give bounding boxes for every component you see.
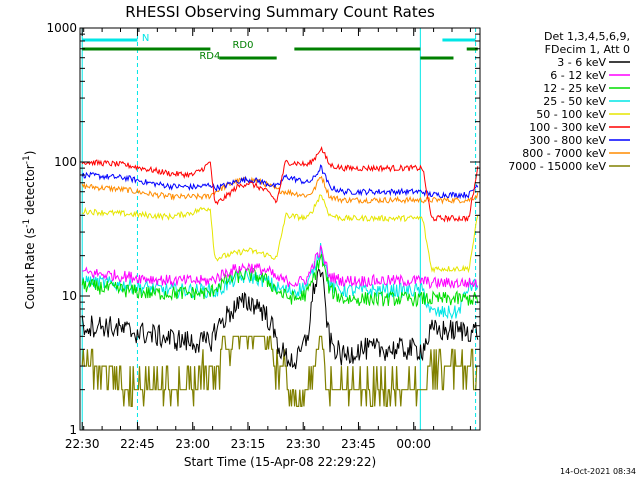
- chart-title: RHESSI Observing Summary Count Rates: [125, 3, 435, 21]
- legend-header-line-1: Det 1,3,4,5,6,9,: [544, 30, 630, 43]
- x-axis-title: Start Time (15-Apr-08 22:29:22): [184, 455, 376, 469]
- legend-label: 6 - 12 keV: [550, 69, 606, 82]
- series-line: [81, 164, 479, 200]
- series-line: [81, 335, 478, 407]
- legend-label: 25 - 50 keV: [543, 95, 606, 108]
- legend-label: 300 - 800 keV: [529, 134, 606, 147]
- data-layer: [81, 28, 479, 430]
- series-line: [81, 268, 479, 370]
- series-line: [81, 175, 479, 205]
- y-axis-title-main: Count Rate (s: [23, 228, 37, 310]
- legend-label: 800 - 7000 keV: [522, 147, 606, 160]
- y-tick-label: 1: [69, 423, 77, 437]
- marker-label: RD0: [232, 40, 253, 51]
- y-axis-title-mid: detector: [23, 164, 37, 219]
- x-tick-label: 23:45: [341, 437, 376, 451]
- legend-label: 3 - 6 keV: [557, 56, 606, 69]
- y-tick-label: 1000: [46, 21, 77, 35]
- legend-label: 100 - 300 keV: [529, 121, 606, 134]
- series-line: [81, 194, 479, 274]
- plot-frame: [79, 27, 481, 431]
- series-line: [81, 242, 479, 320]
- x-tick-label: 00:00: [396, 437, 431, 451]
- x-tick-label: 22:30: [65, 437, 100, 451]
- y-axis-title-sup1: -1: [22, 219, 32, 228]
- marker-layer: N RD0 RD4: [82, 33, 478, 62]
- series-line: [81, 253, 479, 308]
- legend-label: 50 - 100 keV: [536, 108, 606, 121]
- marker-label: N: [142, 33, 149, 44]
- legend-label: 12 - 25 keV: [543, 82, 606, 95]
- y-tick-label: 10: [62, 289, 77, 303]
- legend-header-line-2: FDecim 1, Att 0: [545, 43, 630, 56]
- y-axis-title-sup2: -1: [22, 155, 32, 164]
- timestamp-label: 14-Oct-2021 08:34: [560, 467, 636, 476]
- x-tick-label: 23:15: [231, 437, 266, 451]
- axis-layer: 22:30 22:45 23:00 23:15 23:30 23:45 00:00 1 10 10…: [46, 21, 481, 451]
- legend-label: 7000 - 15000 keV: [508, 160, 606, 173]
- marker-label: RD4: [199, 51, 220, 62]
- x-tick-label: 23:00: [175, 437, 210, 451]
- y-axis-title: Count Rate (s-1 detector-1): [22, 151, 37, 310]
- x-tick-label: 22:45: [120, 437, 155, 451]
- series-line: [81, 145, 479, 223]
- series-line: [82, 245, 478, 290]
- svg-text:Count Rate (s-1 detector-1): Count Rate (s-1 detector-1): [22, 151, 37, 310]
- x-tick-label: 23:30: [286, 437, 321, 451]
- y-tick-label: 100: [54, 155, 77, 169]
- y-axis-title-end: ): [23, 151, 37, 156]
